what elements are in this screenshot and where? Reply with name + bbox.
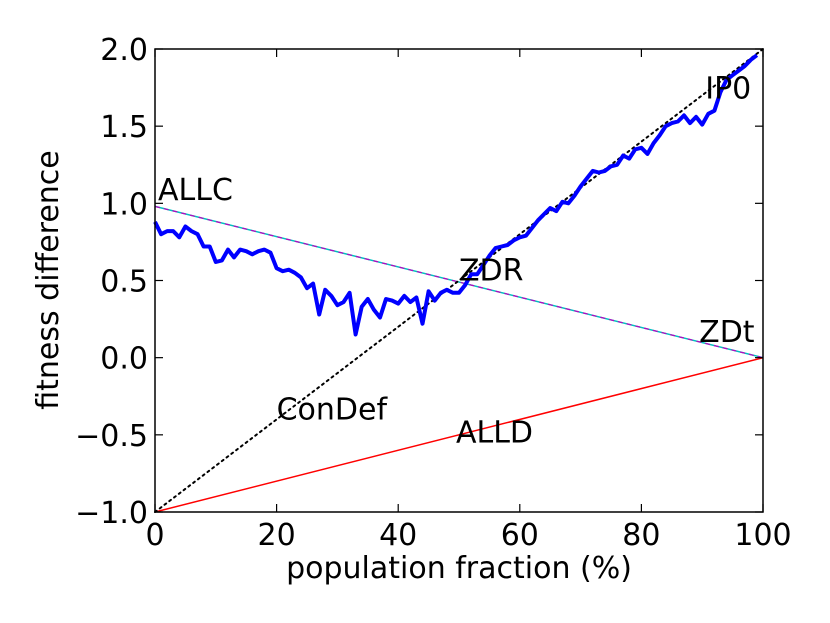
annotation-label: ZDt xyxy=(699,315,755,350)
x-tick-label: 60 xyxy=(501,518,539,553)
y-tick-label: −1.0 xyxy=(75,496,148,531)
annotation-label: ConDef xyxy=(277,392,389,427)
y-tick-label: 0.5 xyxy=(100,265,148,300)
annotation-layer: ALLC IP0 ZDR ZDt ConDef ALLD xyxy=(158,71,755,450)
x-tick-label: 0 xyxy=(145,518,164,553)
ticks-layer: 0 20 40 60 80 100 −1.0 −0.5 0.0 0.5 1.0 1.5 2.0 xyxy=(75,33,791,553)
annotation-label: ALLC xyxy=(158,173,233,208)
x-tick-label: 80 xyxy=(622,518,660,553)
series-line-0 xyxy=(154,356,764,513)
series-line-2 xyxy=(154,205,764,359)
annotation-label: IP0 xyxy=(705,71,751,106)
annotation-label: ALLD xyxy=(456,416,533,451)
y-tick-label: 2.0 xyxy=(100,33,148,68)
x-tick-label: 20 xyxy=(258,518,296,553)
y-tick-label: 1.0 xyxy=(100,187,148,222)
y-tick-label: 0.0 xyxy=(100,342,148,377)
series-line-4 xyxy=(153,53,759,337)
y-tick-label: 1.5 xyxy=(100,110,148,145)
x-tick-label: 100 xyxy=(734,518,791,553)
annotation-label: ZDR xyxy=(459,254,524,289)
series-line-3 xyxy=(154,48,764,513)
y-axis-title: fitness difference xyxy=(31,150,66,410)
x-axis-title: population fraction (%) xyxy=(286,551,632,586)
series-layer xyxy=(153,48,764,513)
x-tick-label: 40 xyxy=(379,518,417,553)
y-tick-label: −0.5 xyxy=(75,419,148,454)
